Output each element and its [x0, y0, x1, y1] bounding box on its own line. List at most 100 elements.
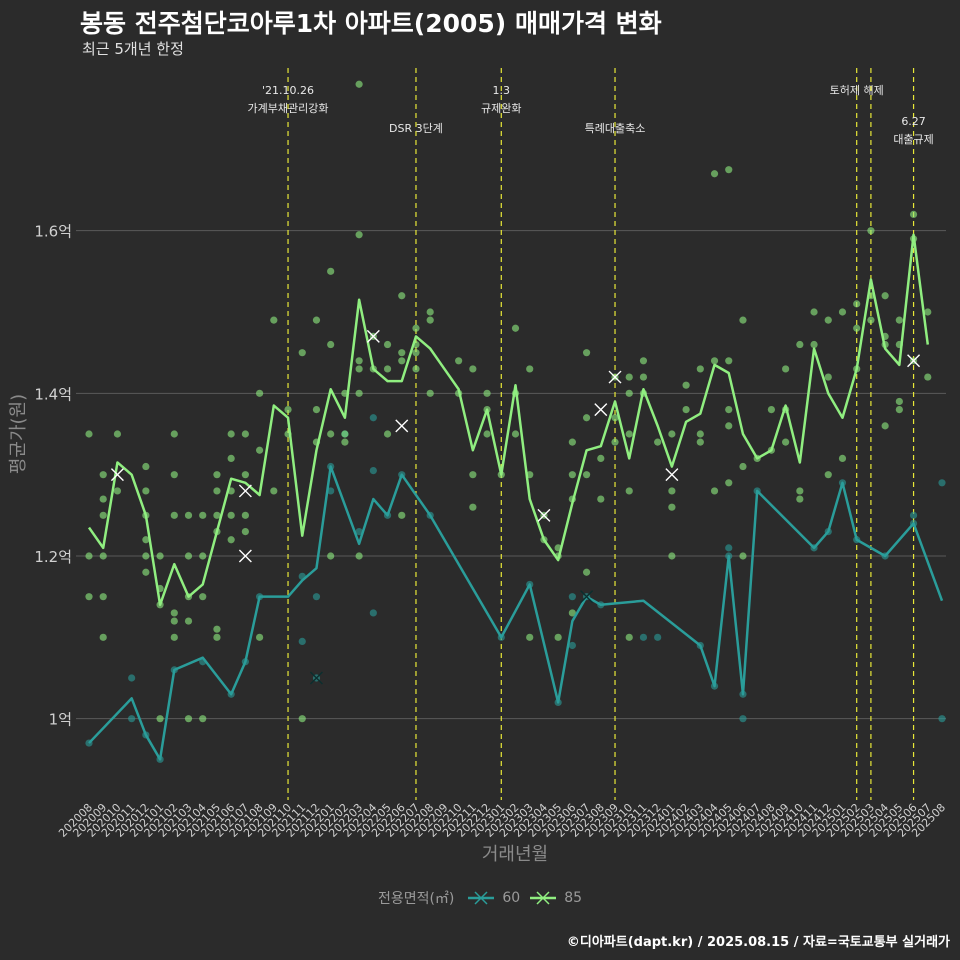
series-60-point [909, 511, 918, 519]
series-85-point [725, 422, 733, 430]
series-85-point [170, 430, 178, 438]
event-label: 1.3 [493, 84, 511, 97]
series-85-point [725, 406, 733, 414]
series-60-point [639, 633, 648, 641]
series-85-point [213, 511, 221, 519]
series-85-point [355, 80, 363, 88]
y-tick-label: 1억 [49, 711, 72, 729]
series-85-point [725, 479, 733, 487]
series-85-point [469, 365, 477, 373]
series-60-point [128, 674, 136, 682]
series-85-point [199, 511, 207, 519]
x-axis-label: 거래년월 [482, 844, 548, 865]
event-label: 토허제 해제 [830, 83, 884, 97]
series-85-point [256, 633, 264, 641]
series-85-point [668, 430, 676, 438]
series-85-x-marker [238, 484, 252, 498]
series-60-points [85, 414, 946, 763]
series-85-line [87, 233, 930, 607]
series-85-point [654, 438, 662, 446]
series-60-x-marker [309, 671, 323, 685]
series-60-point [355, 528, 363, 536]
series-85-point [582, 414, 591, 422]
series-85-point [298, 715, 306, 723]
series-85-point [568, 609, 576, 617]
chart-title: 봉동 전주첨단코아루1차 아파트(2005) 매매가격 변화 [80, 9, 662, 38]
series-85-point [810, 308, 818, 316]
series-85-point [582, 349, 591, 357]
series-85-point [170, 633, 178, 641]
series-85-point [99, 495, 107, 503]
event-label: 6.27 [901, 115, 926, 128]
series-85-point [227, 511, 235, 519]
series-85-point [199, 715, 207, 723]
series-85-x-marker [238, 549, 252, 563]
series-85-point [184, 617, 193, 625]
series-85-point [142, 568, 150, 576]
series-85-point [582, 568, 591, 576]
series-85-point [213, 487, 221, 495]
series-85-point [142, 536, 150, 544]
series-85-point [725, 166, 733, 174]
series-85-x-marker [537, 508, 551, 522]
series-85-point [412, 324, 420, 332]
series-85-point [312, 406, 321, 414]
series-60-point [938, 479, 946, 487]
series-85-point [170, 609, 178, 617]
series-85-point [298, 349, 306, 357]
series-85-point [426, 316, 434, 324]
series-85-point [739, 316, 747, 324]
series-85-point [227, 430, 235, 438]
series-85-point [199, 593, 207, 601]
series-85-point [895, 316, 903, 324]
series-85-point [213, 625, 221, 633]
event-label: '21.10.26 [262, 84, 314, 97]
series-85-point [696, 438, 704, 446]
series-85-point [213, 633, 221, 641]
series-85-point [696, 430, 704, 438]
series-85-point [824, 316, 832, 324]
series-85-point [99, 633, 107, 641]
series-85-point [611, 438, 619, 446]
series-85-point [284, 406, 292, 414]
series-60-x-markers [309, 590, 594, 685]
series-60-point [369, 609, 377, 617]
series-85-point [170, 617, 178, 625]
series-85-x-marker [366, 329, 380, 343]
series-85-point [327, 552, 335, 560]
series-85-point [327, 430, 335, 438]
legend-label-60: 60 [502, 890, 521, 906]
series-85-point [668, 487, 676, 495]
series-85-point [483, 389, 491, 397]
series-60-point [568, 593, 576, 601]
series-85-point [796, 495, 804, 503]
series-85-point [824, 373, 832, 381]
series-60-point [312, 593, 321, 601]
y-tick-label: 1.6억 [34, 223, 72, 241]
series-85-point [398, 357, 406, 365]
series-85-x-marker [608, 370, 622, 384]
series-85-point [682, 406, 690, 414]
series-60-point [568, 641, 576, 650]
chart-subtitle: 최근 5개년 한정 [82, 40, 184, 58]
series-85-point [426, 389, 434, 397]
series-85-point [426, 308, 434, 316]
series-85-point [383, 365, 392, 373]
event-label: 대출규제 [893, 133, 933, 146]
y-tick-label: 1.2억 [34, 548, 72, 566]
series-60-line [88, 465, 944, 761]
source-caption: ©디아파트(dapt.kr) / 2025.08.15 / 자료=국토교통부 실… [566, 935, 950, 950]
series-85-point [881, 292, 889, 300]
series-85-point [383, 340, 392, 349]
series-85-x-markers [110, 329, 921, 563]
series-85-point [639, 373, 648, 381]
x-tick-labels: 2020082020092020102020112020122021012021… [56, 801, 948, 840]
series-85-point [156, 715, 164, 723]
series-85-point [99, 552, 107, 560]
series-85-point [99, 511, 107, 519]
series-85-point [85, 430, 93, 438]
series-60-point [369, 414, 377, 422]
series-85-point [170, 511, 178, 519]
series-85-point [625, 633, 633, 641]
series-60-point [938, 715, 946, 723]
